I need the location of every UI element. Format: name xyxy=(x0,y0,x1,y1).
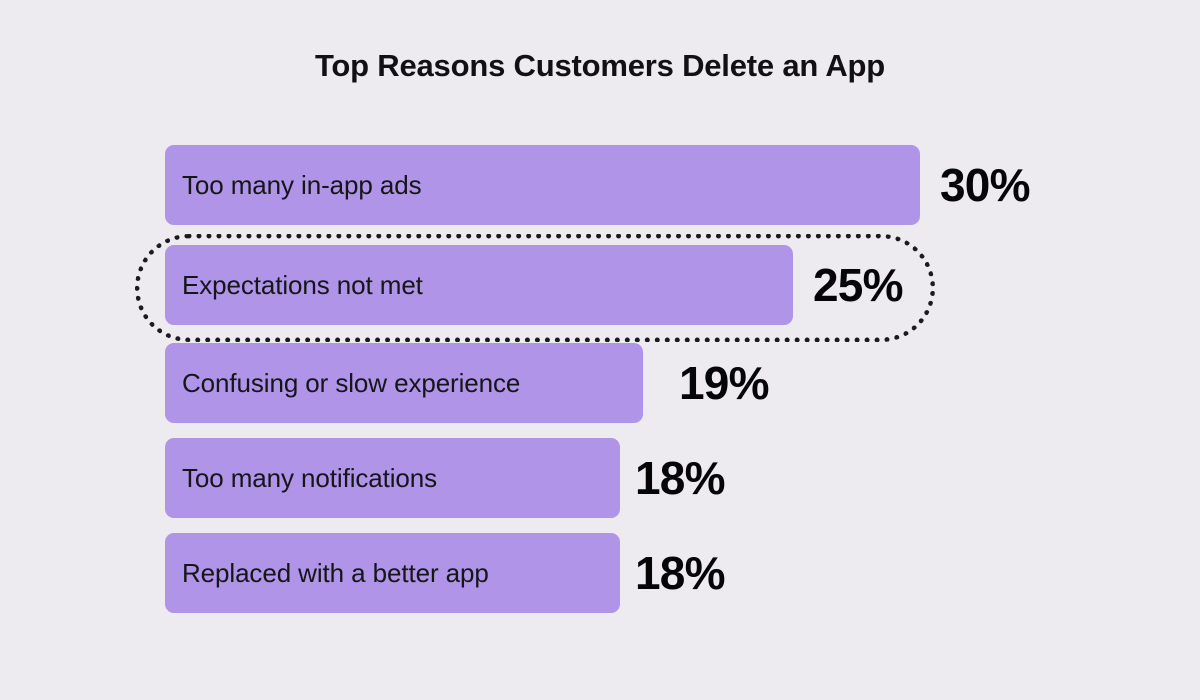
bar[interactable] xyxy=(165,245,793,325)
bar-value-label: 25% xyxy=(813,259,903,311)
bar[interactable] xyxy=(165,343,643,423)
bar[interactable] xyxy=(165,145,920,225)
bar-value-label: 30% xyxy=(940,159,1030,211)
bar-category-label: Too many in-app ads xyxy=(182,169,422,200)
bar[interactable] xyxy=(165,438,620,518)
bar-value-label: 19% xyxy=(679,357,769,409)
bar-value-label: 18% xyxy=(635,452,725,504)
bar[interactable] xyxy=(165,533,620,613)
bar-value-label: 18% xyxy=(635,547,725,599)
bar-category-label: Confusing or slow experience xyxy=(182,367,521,398)
bar-category-label: Too many notifications xyxy=(182,462,438,493)
bar-category-label: Replaced with a better app xyxy=(182,557,489,588)
bar-category-label: Expectations not met xyxy=(182,269,423,300)
chart-title: Top Reasons Customers Delete an App xyxy=(314,48,886,83)
